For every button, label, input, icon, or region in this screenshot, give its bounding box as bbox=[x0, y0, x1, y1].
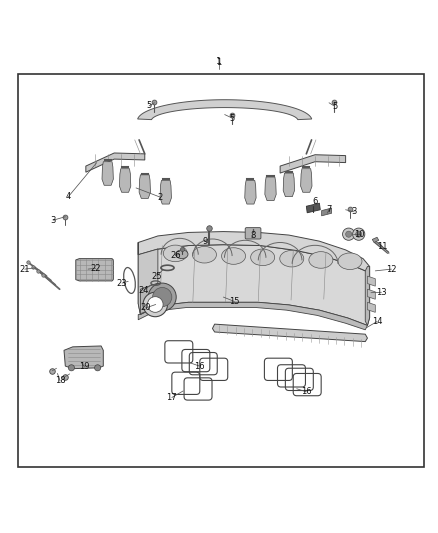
Ellipse shape bbox=[222, 248, 246, 264]
Polygon shape bbox=[212, 324, 367, 342]
Polygon shape bbox=[372, 237, 379, 243]
Polygon shape bbox=[138, 243, 370, 326]
Text: 23: 23 bbox=[117, 279, 127, 288]
Circle shape bbox=[346, 231, 352, 237]
Ellipse shape bbox=[309, 252, 333, 268]
Polygon shape bbox=[141, 283, 158, 313]
Text: 15: 15 bbox=[229, 297, 240, 306]
Ellipse shape bbox=[280, 251, 304, 267]
Ellipse shape bbox=[163, 245, 187, 262]
Polygon shape bbox=[76, 259, 113, 281]
Circle shape bbox=[143, 292, 167, 317]
Text: 1: 1 bbox=[216, 57, 222, 66]
Polygon shape bbox=[138, 231, 370, 272]
FancyBboxPatch shape bbox=[245, 228, 261, 239]
Text: 12: 12 bbox=[386, 264, 397, 273]
Text: 18: 18 bbox=[55, 376, 65, 385]
Text: 11: 11 bbox=[378, 243, 388, 252]
Ellipse shape bbox=[176, 250, 188, 259]
Polygon shape bbox=[280, 155, 346, 173]
Circle shape bbox=[356, 231, 362, 237]
Circle shape bbox=[343, 228, 355, 240]
Text: 5: 5 bbox=[332, 102, 337, 111]
Polygon shape bbox=[283, 173, 294, 197]
Polygon shape bbox=[367, 289, 375, 299]
Polygon shape bbox=[367, 276, 375, 286]
Ellipse shape bbox=[192, 246, 216, 263]
Polygon shape bbox=[367, 302, 375, 312]
Text: 16: 16 bbox=[194, 361, 205, 370]
Text: 26: 26 bbox=[170, 251, 180, 260]
Text: 3: 3 bbox=[352, 207, 357, 216]
Circle shape bbox=[152, 287, 172, 306]
Circle shape bbox=[353, 228, 365, 240]
Polygon shape bbox=[120, 169, 131, 192]
Circle shape bbox=[68, 365, 74, 371]
Ellipse shape bbox=[338, 253, 362, 270]
Text: 2: 2 bbox=[157, 192, 162, 201]
Text: 6: 6 bbox=[312, 197, 318, 206]
Polygon shape bbox=[245, 181, 256, 204]
Polygon shape bbox=[321, 208, 332, 216]
Text: 25: 25 bbox=[151, 272, 162, 280]
Circle shape bbox=[148, 283, 176, 311]
Text: 1: 1 bbox=[216, 58, 222, 67]
Polygon shape bbox=[306, 203, 320, 213]
Text: 7: 7 bbox=[326, 205, 332, 214]
Polygon shape bbox=[64, 346, 103, 369]
Polygon shape bbox=[300, 169, 312, 192]
Polygon shape bbox=[139, 175, 150, 198]
Text: 21: 21 bbox=[19, 264, 30, 273]
Circle shape bbox=[95, 365, 101, 371]
Ellipse shape bbox=[251, 249, 275, 265]
Polygon shape bbox=[160, 181, 171, 204]
Polygon shape bbox=[138, 243, 158, 314]
Text: 5: 5 bbox=[147, 101, 152, 110]
Text: 10: 10 bbox=[354, 230, 365, 239]
Text: 14: 14 bbox=[372, 317, 382, 326]
Polygon shape bbox=[86, 153, 145, 172]
Text: 17: 17 bbox=[166, 393, 177, 402]
Polygon shape bbox=[138, 302, 367, 330]
Text: 16: 16 bbox=[301, 387, 311, 397]
Text: 22: 22 bbox=[91, 264, 101, 273]
Circle shape bbox=[148, 297, 163, 312]
Text: 13: 13 bbox=[376, 288, 387, 297]
Text: 9: 9 bbox=[202, 237, 208, 246]
Polygon shape bbox=[265, 177, 276, 200]
Text: 4: 4 bbox=[66, 192, 71, 201]
Text: 8: 8 bbox=[251, 231, 256, 240]
Polygon shape bbox=[102, 161, 113, 185]
Text: 19: 19 bbox=[79, 362, 90, 372]
Text: 24: 24 bbox=[138, 286, 149, 295]
Text: 20: 20 bbox=[141, 303, 151, 312]
Polygon shape bbox=[138, 100, 312, 119]
Polygon shape bbox=[365, 266, 370, 326]
Text: 5: 5 bbox=[230, 114, 235, 123]
Text: 3: 3 bbox=[50, 216, 56, 225]
